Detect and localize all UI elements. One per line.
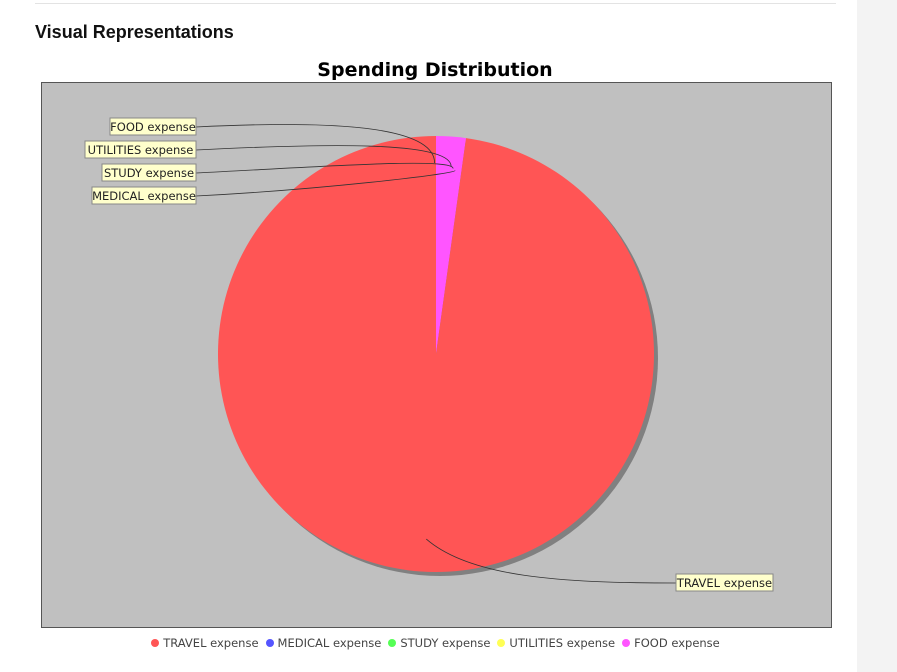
legend-item-food-expense: FOOD expense	[622, 636, 720, 650]
legend-label: STUDY expense	[400, 636, 491, 650]
slice-label-travel-expense: TRAVEL expense	[675, 573, 774, 592]
legend-swatch	[497, 639, 506, 647]
legend-label: UTILITIES expense	[509, 636, 616, 650]
slice-label-text: UTILITIES expense	[88, 143, 194, 157]
leader-line-medical-expense	[195, 170, 456, 197]
slice-label-medical-expense: MEDICAL expense	[91, 186, 197, 205]
leader-lines	[195, 124, 677, 584]
slice-label-box	[109, 117, 197, 136]
legend-item-study-expense: STUDY expense	[388, 636, 490, 650]
legend-item-medical-expense: MEDICAL expense	[265, 636, 382, 650]
slice-food-expense	[436, 136, 467, 354]
slice-label-food-expense: FOOD expense	[109, 117, 197, 136]
top-divider	[35, 3, 836, 4]
pie-layer	[218, 136, 658, 576]
section-title: Visual Representations	[35, 22, 234, 42]
chart-title: Spending Distribution	[317, 59, 552, 81]
legend-label: TRAVEL expense	[163, 636, 259, 650]
slice-label-utilities-expense: UTILITIES expense	[84, 140, 197, 159]
slice-label-box	[84, 140, 197, 159]
leader-line-travel-expense	[426, 538, 677, 584]
slice-label-text: STUDY expense	[104, 166, 194, 180]
legend-swatch	[622, 639, 631, 647]
slice-label-text: FOOD expense	[110, 120, 196, 134]
slice-label-text: TRAVEL expense	[676, 576, 772, 590]
slice-label-box	[101, 163, 197, 182]
chart-legend: TRAVEL expense MEDICAL expense STUDY expen…	[0, 636, 871, 650]
legend-item-travel-expense: TRAVEL expense	[151, 636, 259, 650]
legend-swatch	[265, 639, 274, 647]
legend-label: FOOD expense	[634, 636, 720, 650]
legend-label: MEDICAL expense	[277, 636, 382, 650]
legend-swatch	[151, 639, 160, 647]
slice-labels: FOOD expense UTILITIES expense STUDY expen…	[84, 117, 774, 592]
slice-travel-expense	[218, 136, 655, 572]
slice-label-box	[91, 186, 197, 205]
legend-item-utilities-expense: UTILITIES expense	[497, 636, 615, 650]
legend-swatch	[388, 639, 397, 647]
slice-label-box	[675, 573, 774, 592]
leader-line-study-expense	[195, 162, 454, 174]
slice-label-text: MEDICAL expense	[92, 189, 196, 203]
slice-label-study-expense: STUDY expense	[101, 163, 197, 182]
leader-line-food-expense	[195, 124, 436, 164]
leader-line-utilities-expense	[195, 145, 452, 167]
